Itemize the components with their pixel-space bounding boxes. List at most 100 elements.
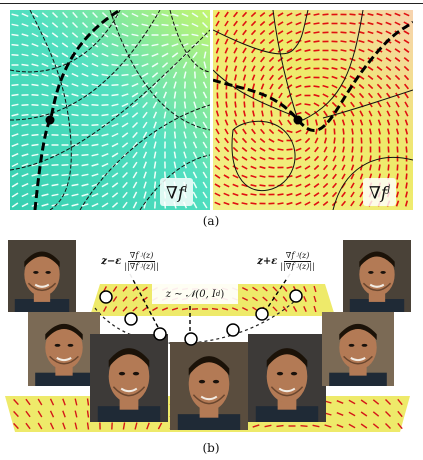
gradient-arrow (259, 38, 266, 45)
gradient-arrow (286, 184, 293, 187)
gradient-arrow (260, 83, 265, 90)
gradient-arrow (313, 295, 317, 303)
gradient-arrow (121, 161, 129, 169)
gradient-arrow (51, 193, 59, 197)
gradient-arrow (304, 49, 311, 52)
gradient-arrow (163, 101, 167, 109)
gradient-arrow (405, 173, 408, 180)
gradient-arrow (367, 13, 374, 16)
gradient-arrow (385, 399, 391, 405)
gradient-arrow (111, 103, 119, 107)
gradient-arrow (21, 43, 29, 47)
gradient-arrow (151, 62, 159, 68)
gradient-arrow (21, 23, 29, 27)
gradient-arrow (385, 423, 391, 429)
gradient-arrow (268, 138, 275, 143)
gradient-arrow (192, 171, 198, 179)
gradient-arrow (269, 83, 274, 90)
gradient-arrow (286, 39, 293, 44)
gradient-arrow (37, 410, 43, 418)
gradient-arrow (51, 123, 59, 127)
gradient-arrow (62, 410, 66, 418)
gradient-field-fi-plot (10, 10, 210, 210)
gradient-arrow (121, 53, 129, 57)
gradient-arrow (233, 47, 238, 54)
gradient-arrow (336, 424, 344, 428)
gradient-arrow (81, 113, 89, 117)
gradient-arrow (224, 11, 229, 18)
gradient-arrow (360, 411, 368, 417)
gradient-arrow (259, 128, 266, 135)
gradient-arrow (251, 128, 256, 135)
gradient-arrow (323, 137, 328, 144)
gradient-arrow (322, 191, 329, 198)
gradient-arrow (304, 146, 311, 153)
gradient-arrow (215, 56, 220, 63)
gradient-arrow (11, 192, 19, 198)
gradient-arrow (232, 192, 239, 197)
gradient-arrow (359, 119, 364, 126)
gradient-arrow (141, 13, 149, 17)
gradient-arrow (404, 101, 409, 108)
face-image-3 (90, 334, 168, 422)
gradient-arrow (295, 165, 302, 170)
gradient-arrow (146, 422, 150, 430)
gradient-arrow (192, 191, 198, 199)
gradient-arrow (143, 181, 147, 189)
gradient-arrow (11, 172, 19, 178)
gradient-arrow (101, 63, 109, 67)
gradient-arrow (81, 163, 89, 167)
optimization-path (33, 10, 121, 210)
gradient-arrow (214, 174, 221, 179)
gradient-arrow (141, 23, 149, 27)
gradient-arrow (183, 151, 187, 159)
gradient-arrow (241, 137, 248, 144)
gradient-arrow (367, 30, 374, 35)
gradient-arrow (270, 110, 273, 117)
face-image-2 (28, 312, 100, 386)
gradient-arrow (21, 143, 29, 147)
gradient-arrow (224, 29, 229, 36)
gradient-arrow (143, 161, 147, 169)
gradient-arrow (31, 63, 39, 67)
gradient-arrow (74, 422, 78, 430)
gradient-arrow (295, 48, 302, 53)
gradient-arrow (348, 411, 356, 417)
gradient-arrow (331, 191, 338, 198)
gradient-arrow (122, 181, 128, 189)
gradient-arrow (71, 42, 79, 48)
gradient-arrow (277, 30, 284, 35)
gradient-arrow (303, 296, 307, 302)
gradient-arrow (223, 183, 230, 188)
gradient-arrow (11, 103, 19, 107)
gradient-arrow (259, 147, 266, 152)
gradient-arrow (367, 21, 374, 26)
gradient-arrow (101, 202, 109, 208)
gradient-arrow (313, 155, 320, 162)
face-image-5 (248, 334, 326, 422)
gradient-arrow (251, 119, 256, 126)
gradient-arrow (121, 93, 129, 97)
gradient-arrow (122, 201, 128, 209)
gradient-arrow (251, 65, 256, 72)
gradient-arrow (111, 192, 119, 198)
gradient-arrow (21, 182, 29, 188)
gradient-arrow (286, 201, 293, 206)
gradient-arrow (81, 173, 89, 177)
gradient-arrow (377, 101, 382, 108)
gradient-arrow (202, 171, 208, 179)
gradient-arrow (25, 398, 31, 406)
gradient-field-fi-panel: ∇fi (10, 10, 210, 210)
gradient-arrow (315, 128, 318, 135)
gradient-arrow (101, 162, 109, 168)
gradient-arrow (323, 110, 328, 117)
gradient-arrow (350, 164, 355, 171)
gradient-arrow (259, 137, 266, 144)
gradient-arrow (369, 137, 372, 144)
gradient-arrow (304, 21, 311, 26)
gradient-arrow (21, 12, 29, 18)
gradient-arrow (295, 183, 302, 188)
gradient-arrow (121, 33, 129, 37)
gradient-arrow (203, 51, 207, 59)
gradient-arrow (31, 22, 39, 28)
